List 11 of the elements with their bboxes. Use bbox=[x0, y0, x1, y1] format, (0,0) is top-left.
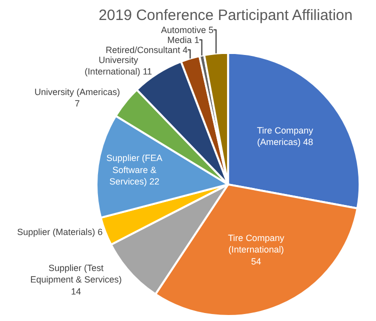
slice-label: Supplier (Test Equipment & Services) 14 bbox=[30, 262, 122, 296]
slice-label: Retired/Consultant 4 bbox=[106, 44, 188, 55]
slice-label: Tire Company (Americas) 48 bbox=[256, 125, 314, 147]
slice-label: University (International) 11 bbox=[84, 54, 152, 77]
slice-label: Media 1 bbox=[167, 34, 200, 45]
slice-label: Supplier (FEA Software & Services) 22 bbox=[106, 153, 162, 187]
slice-label: Supplier (Materials) 6 bbox=[17, 227, 103, 238]
slice-label: University (Americas) 7 bbox=[34, 87, 120, 109]
slice-label: Tire Company (International) 54 bbox=[228, 233, 285, 266]
slice-label: Automotive 5 bbox=[161, 24, 214, 35]
chart-title: 2019 Conference Participant Affiliation bbox=[98, 7, 353, 24]
